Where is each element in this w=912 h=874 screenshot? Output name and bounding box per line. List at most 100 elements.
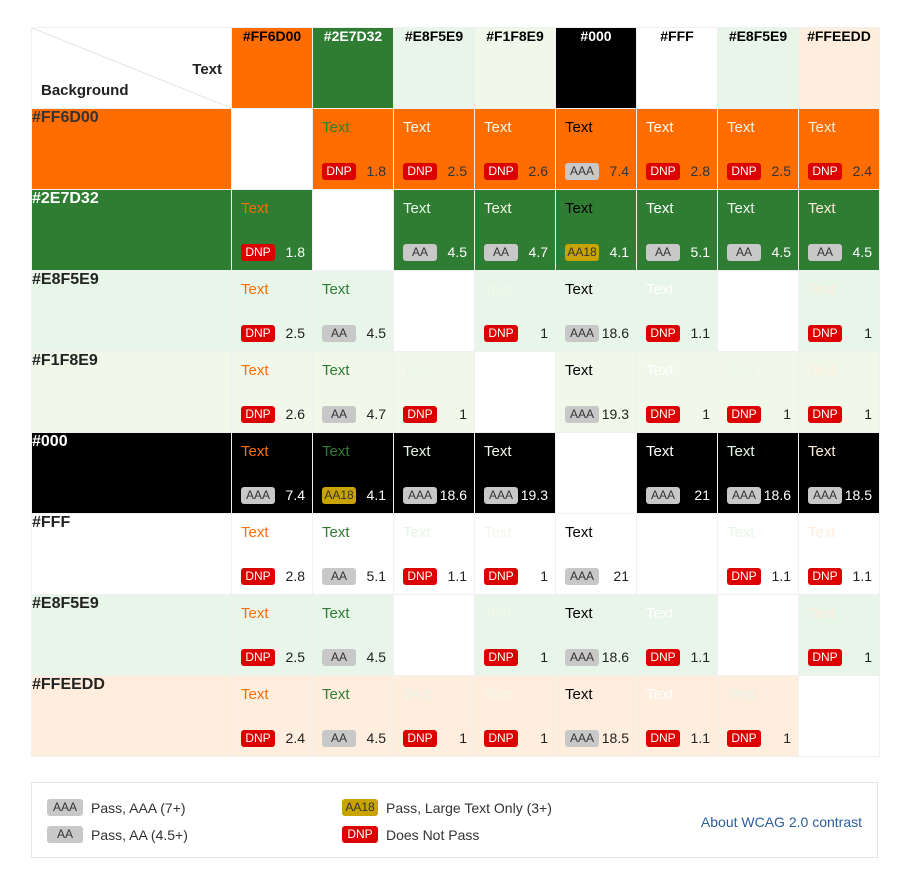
aa-badge: AA [47, 826, 83, 843]
contrast-ratio: 4.5 [366, 730, 386, 746]
sample-text: Text [808, 281, 836, 298]
dnp-badge: DNP [342, 826, 378, 843]
rating-badge: DNP [808, 649, 842, 666]
sample-text: Text [322, 119, 350, 136]
column-header-5: #FFF [636, 27, 718, 109]
sample-text: Text [646, 686, 674, 703]
rating-badge: DNP [646, 163, 680, 180]
sample-text: Text [403, 524, 431, 541]
column-header-0: #FF6D00 [231, 27, 313, 109]
column-header-3: #F1F8E9 [474, 27, 556, 109]
row-header-1: #2E7D32 [31, 189, 232, 271]
sample-text: Text [565, 686, 593, 703]
rating-badge: DNP [808, 406, 842, 423]
column-header-7: #FFEEDD [798, 27, 880, 109]
column-header-4: #000 [555, 27, 637, 109]
sample-text: Text [646, 119, 674, 136]
rating-badge: DNP [727, 163, 761, 180]
sample-text: Text [808, 362, 836, 379]
rating-badge: DNP [808, 163, 842, 180]
contrast-cell: Text AAA 18.6 [393, 432, 475, 514]
contrast-cell: Text AAA 19.3 [555, 351, 637, 433]
contrast-cell: Text DNP 2.6 [474, 108, 556, 190]
contrast-ratio: 1 [540, 568, 548, 584]
sample-text: Text [727, 686, 755, 703]
contrast-ratio: 18.6 [763, 487, 791, 503]
column-header-6: #E8F5E9 [717, 27, 799, 109]
about-wcag-link[interactable]: About WCAG 2.0 contrast [700, 814, 862, 830]
contrast-cell: Text DNP 1.1 [636, 594, 718, 676]
contrast-cell: Text DNP 1 [798, 270, 880, 352]
contrast-ratio: 21 [694, 487, 710, 503]
legend-label-aa: Pass, AA (4.5+) [91, 826, 188, 843]
contrast-cell: Text DNP 1 [474, 594, 556, 676]
sample-text: Text [241, 686, 269, 703]
contrast-cell: Text AA 4.5 [717, 189, 799, 271]
sample-text: Text [646, 200, 674, 217]
contrast-cell: Text AA18 4.1 [555, 189, 637, 271]
contrast-cell [474, 351, 556, 433]
rating-badge: AA [484, 244, 518, 261]
legend-item-aa: AA Pass, AA (4.5+) [47, 826, 188, 843]
contrast-cell [717, 594, 799, 676]
sample-text: Text [727, 119, 755, 136]
sample-text: Text [646, 362, 674, 379]
sample-text: Text [646, 605, 674, 622]
contrast-cell: Text AA 4.5 [798, 189, 880, 271]
legend-label-aaa: Pass, AAA (7+) [91, 799, 186, 816]
rating-badge: DNP [403, 730, 437, 747]
contrast-ratio: 18.6 [601, 325, 629, 341]
contrast-ratio: 1.1 [771, 568, 791, 584]
rating-badge: DNP [646, 649, 680, 666]
contrast-cell: Text AAA 7.4 [555, 108, 637, 190]
contrast-ratio: 1.1 [852, 568, 872, 584]
sample-text: Text [565, 524, 593, 541]
rating-badge: AAA [403, 487, 437, 504]
contrast-cell: Text DNP 1.1 [393, 513, 475, 595]
contrast-cell: Text AA 4.5 [312, 270, 394, 352]
contrast-cell: Text AAA 21 [555, 513, 637, 595]
sample-text: Text [322, 605, 350, 622]
contrast-ratio: 7.4 [285, 487, 305, 503]
contrast-ratio: 21 [613, 568, 629, 584]
contrast-cell: Text DNP 1 [474, 513, 556, 595]
row-header-0: #FF6D00 [31, 108, 232, 190]
contrast-ratio: 2.5 [771, 163, 791, 179]
contrast-ratio: 18.6 [439, 487, 467, 503]
grid-body: #FF6D00 Text DNP 1.8 Text DNP 2.5 Text DNP 2.6 Tex… [31, 108, 880, 757]
column-header-1: #2E7D32 [312, 27, 394, 109]
rating-badge: DNP [241, 568, 275, 585]
table-row: #FFF Text DNP 2.8 Text AA 5.1 Text DNP 1.1 Text DNP… [31, 513, 880, 595]
rating-badge: DNP [484, 649, 518, 666]
contrast-cell: Text AAA 18.6 [717, 432, 799, 514]
aa18-badge: AA18 [342, 799, 378, 816]
rating-badge: AAA [565, 649, 599, 666]
contrast-cell: Text DNP 2.5 [231, 594, 313, 676]
rating-badge: AAA [565, 406, 599, 423]
rating-badge: AAA [565, 730, 599, 747]
sample-text: Text [241, 524, 269, 541]
rating-badge: DNP [322, 163, 356, 180]
table-row: #000 Text AAA 7.4 Text AA18 4.1 Text AAA 18.6 Text… [31, 432, 880, 514]
sample-text: Text [322, 443, 350, 460]
rating-badge: AAA [565, 568, 599, 585]
text-axis-label: Text [192, 61, 222, 78]
contrast-ratio: 4.5 [447, 244, 467, 260]
contrast-cell: Text DNP 2.6 [231, 351, 313, 433]
row-header-6: #E8F5E9 [31, 594, 232, 676]
sample-text: Text [565, 362, 593, 379]
column-header-row: Text Background #FF6D00 #2E7D32 #E8F5E9 #F1… [31, 27, 880, 109]
contrast-cell: Text DNP 1.1 [717, 513, 799, 595]
legend-label-aa18: Pass, Large Text Only (3+) [386, 799, 552, 816]
contrast-cell: Text AA 4.5 [312, 594, 394, 676]
sample-text: Text [241, 281, 269, 298]
legend-item-aaa: AAA Pass, AAA (7+) [47, 799, 186, 816]
contrast-cell [312, 189, 394, 271]
sample-text: Text [322, 686, 350, 703]
rating-badge: DNP [484, 163, 518, 180]
sample-text: Text [808, 200, 836, 217]
contrast-cell: Text AAA 21 [636, 432, 718, 514]
rating-badge: AAA [808, 487, 842, 504]
rating-badge: DNP [403, 163, 437, 180]
contrast-ratio: 1 [459, 406, 467, 422]
